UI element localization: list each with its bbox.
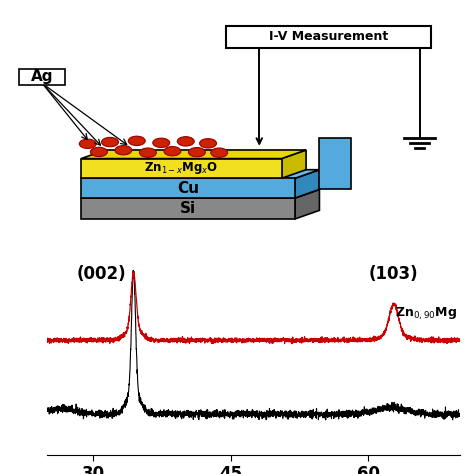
Polygon shape [295,170,319,198]
Circle shape [189,147,205,157]
Circle shape [115,146,132,155]
Circle shape [177,137,194,146]
Circle shape [139,148,156,157]
Circle shape [164,146,181,156]
Circle shape [211,148,228,157]
Text: Zn$_{0,90}$Mg: Zn$_{0,90}$Mg [395,306,457,322]
Polygon shape [282,150,306,178]
Text: (103): (103) [369,265,419,283]
Text: I-V Measurement: I-V Measurement [269,30,388,43]
Circle shape [79,139,96,148]
Text: Zn$_{1-x}$Mg$_x$O: Zn$_{1-x}$Mg$_x$O [144,161,219,176]
Bar [81,178,295,198]
Circle shape [91,147,107,156]
FancyBboxPatch shape [18,69,65,85]
Polygon shape [81,150,306,159]
Text: (002): (002) [77,265,126,283]
Text: Cu: Cu [177,181,199,196]
Bar [319,137,351,190]
Polygon shape [81,190,319,198]
Circle shape [153,138,170,147]
Text: Si: Si [180,201,196,216]
Polygon shape [81,170,319,178]
Polygon shape [295,190,319,219]
Circle shape [200,138,217,148]
Circle shape [128,136,145,146]
Circle shape [101,137,118,147]
Bar [81,198,295,219]
FancyBboxPatch shape [226,26,431,48]
Text: Ag: Ag [31,69,54,84]
Bar [81,159,282,178]
